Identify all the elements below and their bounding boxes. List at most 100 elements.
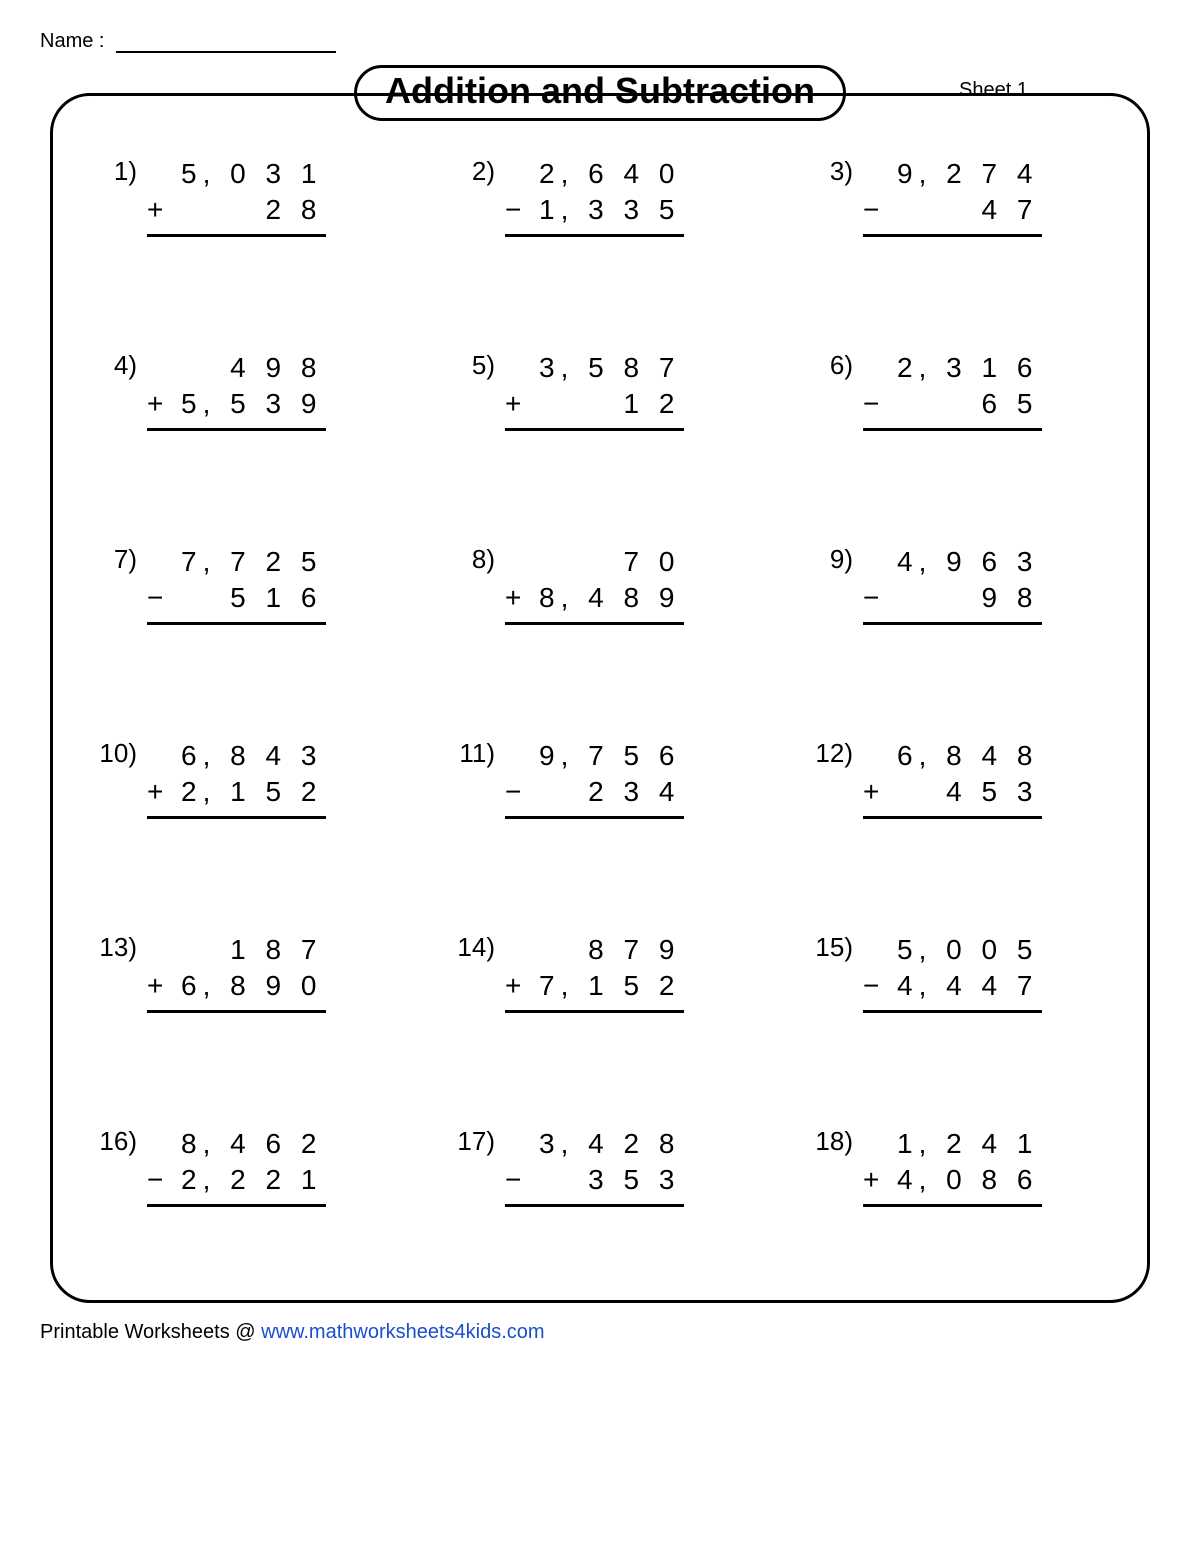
problem: 12) 6, 8 4 8+4 5 3 <box>809 738 1107 862</box>
worksheet-frame: 1)5, 0 3 1+2 82)2, 6 4 0−1, 3 3 53)9, 2 … <box>50 93 1150 1303</box>
answer-rule <box>147 816 326 862</box>
operand-bottom: 4 5 3 <box>897 776 1038 808</box>
problem-stack: 8 7 9+7, 1 5 2 <box>505 932 684 1056</box>
problem: 2)2, 6 4 0−1, 3 3 5 <box>451 156 749 280</box>
problem-stack: 8, 4 6 2−2, 2 2 1 <box>147 1126 326 1250</box>
answer-rule <box>147 622 326 668</box>
worksheet-page: Name : Addition and Subtraction Sheet 1 … <box>0 0 1200 1364</box>
problem-stack: 1, 2 4 1+4, 0 8 6 <box>863 1126 1042 1250</box>
answer-rule <box>505 1204 684 1250</box>
operator: − <box>505 776 539 808</box>
answer-rule <box>863 428 1042 474</box>
footer: Printable Worksheets @ www.mathworksheet… <box>40 1321 1160 1344</box>
answer-rule <box>147 428 326 474</box>
problem-number: 17) <box>451 1126 505 1157</box>
problem-number: 4) <box>93 350 147 381</box>
answer-rule <box>505 234 684 280</box>
problem: 7)7, 7 2 5−5 1 6 <box>93 544 391 668</box>
operand-bottom: 3 5 3 <box>539 1164 680 1196</box>
problem-number: 14) <box>451 932 505 963</box>
operand-top: 8, 4 6 2 <box>181 1128 322 1160</box>
problem: 8)7 0+8, 4 8 9 <box>451 544 749 668</box>
problem: 3)9, 2 7 4−4 7 <box>809 156 1107 280</box>
problem: 11)9, 7 5 6−2 3 4 <box>451 738 749 862</box>
operator: + <box>147 388 181 420</box>
operator: + <box>147 970 181 1002</box>
answer-rule <box>505 622 684 668</box>
problem: 13)1 8 7+6, 8 9 0 <box>93 932 391 1056</box>
problem-stack: 5, 0 0 5−4, 4 4 7 <box>863 932 1042 1056</box>
operand-top: 3, 5 8 7 <box>539 352 680 384</box>
operator: − <box>505 1164 539 1196</box>
operator: − <box>505 194 539 226</box>
problem-number: 15) <box>809 932 863 963</box>
answer-rule <box>863 1204 1042 1250</box>
problem-number: 7) <box>93 544 147 575</box>
answer-rule <box>505 816 684 862</box>
answer-rule <box>863 1010 1042 1056</box>
operand-bottom: 2 3 4 <box>539 776 680 808</box>
operator: + <box>863 1164 897 1196</box>
problem-stack: 2, 3 1 6−6 5 <box>863 350 1042 474</box>
operand-bottom: 2, 1 5 2 <box>181 776 322 808</box>
problem-stack: 4, 9 6 3−9 8 <box>863 544 1042 668</box>
problem-number: 18) <box>809 1126 863 1157</box>
answer-rule <box>505 1010 684 1056</box>
problem: 15)5, 0 0 5−4, 4 4 7 <box>809 932 1107 1056</box>
operand-top: 2, 6 4 0 <box>539 158 680 190</box>
problem-stack: 7, 7 2 5−5 1 6 <box>147 544 326 668</box>
problem: 18)1, 2 4 1+4, 0 8 6 <box>809 1126 1107 1250</box>
problem: 1)5, 0 3 1+2 8 <box>93 156 391 280</box>
operand-bottom: 4 7 <box>897 194 1038 226</box>
answer-rule <box>863 622 1042 668</box>
problem: 14)8 7 9+7, 1 5 2 <box>451 932 749 1056</box>
operand-bottom: 2, 2 2 1 <box>181 1164 322 1196</box>
name-blank-line[interactable] <box>116 51 336 53</box>
operator: − <box>147 582 181 614</box>
operator: − <box>863 582 897 614</box>
answer-rule <box>147 234 326 280</box>
operand-bottom: 5 1 6 <box>181 582 322 614</box>
problem-stack: 7 0+8, 4 8 9 <box>505 544 684 668</box>
problem-number: 12) <box>809 738 863 769</box>
problem: 10)6, 8 4 3+2, 1 5 2 <box>93 738 391 862</box>
operator: + <box>505 388 539 420</box>
operand-bottom: 2 8 <box>181 194 322 226</box>
problems-grid: 1)5, 0 3 1+2 82)2, 6 4 0−1, 3 3 53)9, 2 … <box>93 156 1107 1250</box>
problem-stack: 9, 7 5 6−2 3 4 <box>505 738 684 862</box>
operand-bottom: 9 8 <box>897 582 1038 614</box>
operand-bottom: 4, 4 4 7 <box>897 970 1038 1002</box>
problem: 17)3, 4 2 8−3 5 3 <box>451 1126 749 1250</box>
problem-number: 16) <box>93 1126 147 1157</box>
operand-bottom: 1 2 <box>539 388 680 420</box>
name-field-row: Name : <box>40 30 1160 53</box>
operand-top: 9, 2 7 4 <box>897 158 1038 190</box>
problem: 9)4, 9 6 3−9 8 <box>809 544 1107 668</box>
operand-top: 4 9 8 <box>181 352 322 384</box>
problem-number: 8) <box>451 544 505 575</box>
operator: − <box>863 970 897 1002</box>
problem-stack: 9, 2 7 4−4 7 <box>863 156 1042 280</box>
problem: 6)2, 3 1 6−6 5 <box>809 350 1107 474</box>
problem-stack: 2, 6 4 0−1, 3 3 5 <box>505 156 684 280</box>
operand-bottom: 5, 5 3 9 <box>181 388 322 420</box>
operand-top: 4, 9 6 3 <box>897 546 1038 578</box>
footer-link[interactable]: www.mathworksheets4kids.com <box>261 1321 544 1343</box>
name-label: Name : <box>40 30 104 52</box>
operand-bottom: 1, 3 3 5 <box>539 194 680 226</box>
answer-rule <box>863 816 1042 862</box>
operand-top: 7, 7 2 5 <box>181 546 322 578</box>
problem-number: 5) <box>451 350 505 381</box>
operand-top: 9, 7 5 6 <box>539 740 680 772</box>
answer-rule <box>147 1010 326 1056</box>
problem-number: 2) <box>451 156 505 187</box>
footer-prefix: Printable Worksheets @ <box>40 1321 261 1343</box>
operator: − <box>863 194 897 226</box>
problem-number: 6) <box>809 350 863 381</box>
operand-top: 1, 2 4 1 <box>897 1128 1038 1160</box>
operand-bottom: 6, 8 9 0 <box>181 970 322 1002</box>
operand-top: 6, 8 4 8 <box>897 740 1038 772</box>
operand-bottom: 7, 1 5 2 <box>539 970 680 1002</box>
operator: + <box>863 776 897 808</box>
operand-top: 5, 0 3 1 <box>181 158 322 190</box>
